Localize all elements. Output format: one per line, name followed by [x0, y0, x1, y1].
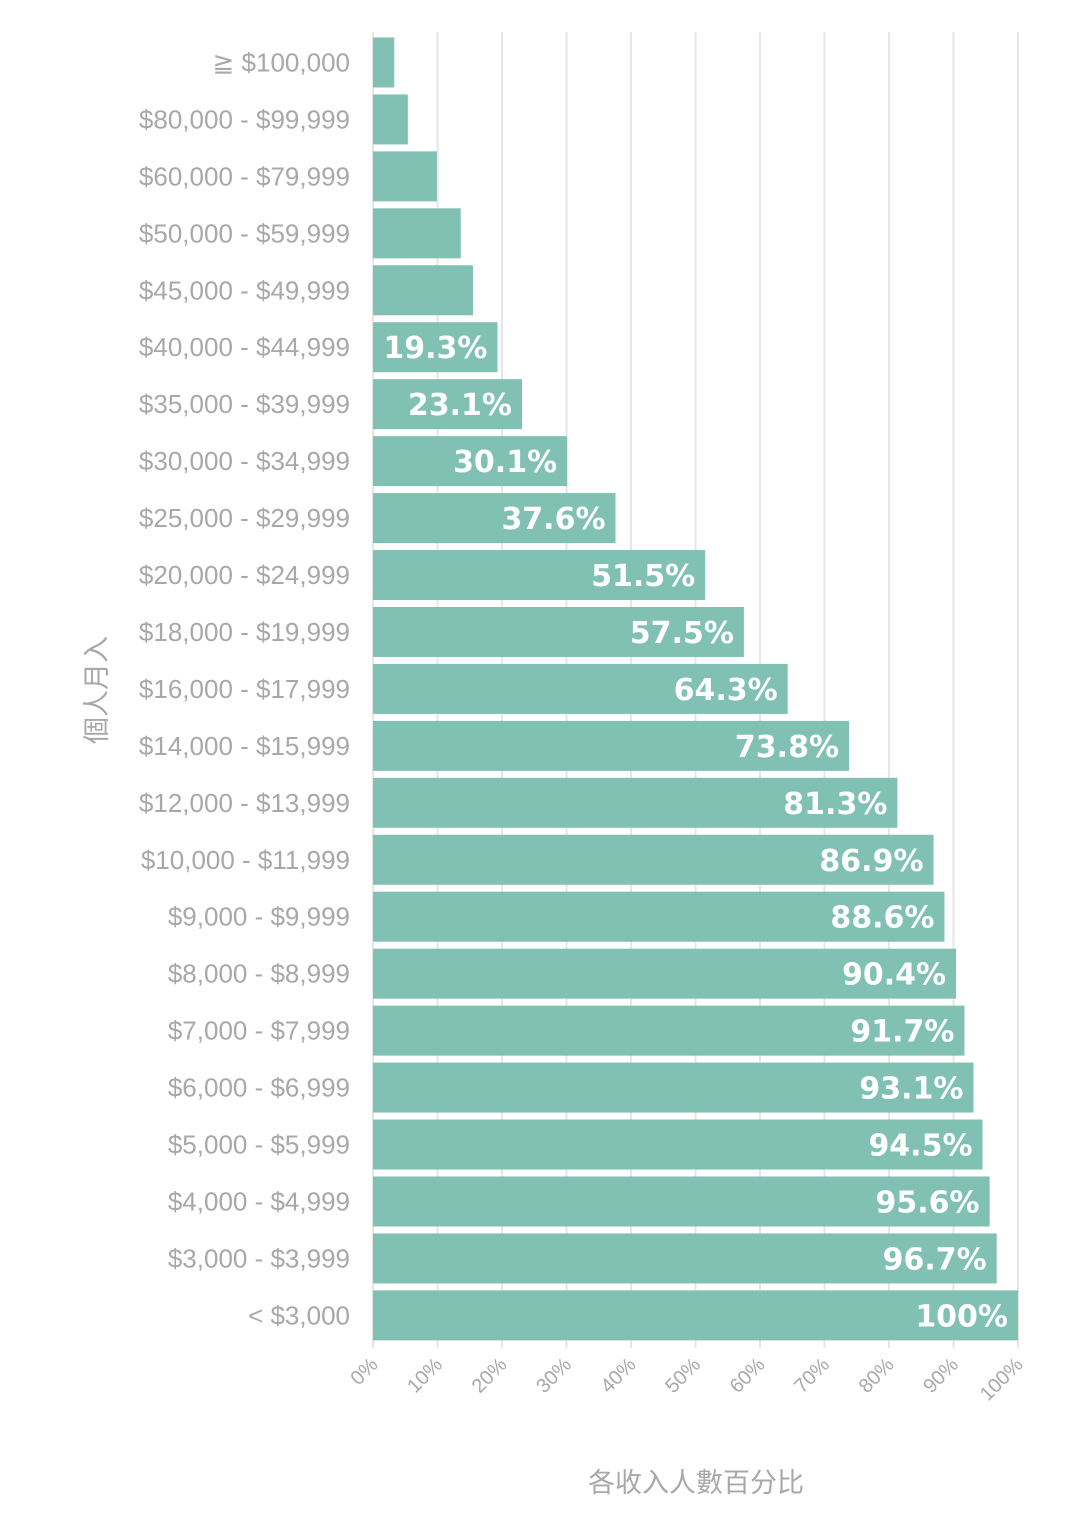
data-label: 30.1% [453, 445, 557, 480]
bar [373, 151, 437, 202]
bar [373, 550, 706, 601]
bar [373, 265, 473, 316]
x-tick-label: 80% [855, 1354, 899, 1398]
y-axis-title: 個人月入 [82, 636, 113, 744]
data-label: 100% [915, 1299, 1008, 1334]
x-tick-label: 50% [661, 1354, 705, 1398]
data-label: 88.6% [830, 901, 934, 936]
y-tick-label: $10,000 - $11,999 [141, 845, 350, 875]
y-tick-label: $40,000 - $44,999 [139, 332, 350, 362]
bar [373, 663, 788, 714]
data-label: 94.5% [868, 1129, 972, 1164]
y-tick-label: $25,000 - $29,999 [139, 503, 350, 533]
x-tick-label: 0% [347, 1354, 383, 1390]
data-label: 23.1% [408, 388, 512, 423]
y-tick-label: ≧ $100,000 [213, 47, 350, 77]
bar [373, 493, 616, 544]
data-label: 91.7% [850, 1015, 954, 1050]
data-labels: 19.3% 23.1% 30.1% 37.6% 51.5% 57.5% 64.3% 73.8%… [383, 331, 1008, 1334]
bar [373, 94, 408, 145]
y-tick-label: $45,000 - $49,999 [139, 275, 350, 305]
data-label: 95.6% [876, 1185, 980, 1220]
data-label: 57.5% [630, 616, 734, 651]
bar [373, 720, 850, 771]
bar [373, 777, 898, 828]
bar [373, 436, 568, 487]
y-tick-label: $80,000 - $99,999 [139, 104, 350, 134]
data-label: 19.3% [383, 331, 487, 366]
bar [373, 834, 934, 885]
bar [373, 37, 395, 88]
x-tick-label: 40% [597, 1354, 641, 1398]
data-label: 64.3% [674, 673, 778, 708]
y-axis-ticks: ≧ $100,000 $80,000 - $99,999 $60,000 - $79… [139, 47, 350, 1330]
y-tick-label: $14,000 - $15,999 [139, 731, 350, 761]
bar [373, 1062, 974, 1113]
bar [373, 948, 957, 999]
bar [373, 1233, 997, 1284]
bar [373, 606, 744, 657]
y-tick-label: $16,000 - $17,999 [139, 674, 350, 704]
y-tick-label: $5,000 - $5,999 [168, 1130, 350, 1160]
y-tick-label: < $3,000 [248, 1300, 350, 1330]
bars [373, 37, 1018, 1341]
data-label: 81.3% [783, 787, 887, 822]
x-tick-label: 100% [976, 1354, 1028, 1406]
data-label: 86.9% [819, 844, 923, 879]
y-tick-label: $30,000 - $34,999 [139, 446, 350, 476]
y-tick-label: $35,000 - $39,999 [139, 389, 350, 419]
bar [373, 1005, 965, 1056]
y-tick-label: $7,000 - $7,999 [168, 1016, 350, 1046]
bar [373, 208, 461, 259]
bar [373, 1119, 983, 1170]
data-label: 96.7% [883, 1242, 987, 1277]
x-axis-ticks: 0% 10% 20% 30% 40% 50% 60% 70% 80% 90% 100% [347, 1354, 1028, 1406]
data-label: 73.8% [735, 730, 839, 765]
y-tick-label: $8,000 - $8,999 [168, 959, 350, 989]
data-label: 90.4% [842, 958, 946, 993]
y-tick-label: $60,000 - $79,999 [139, 161, 350, 191]
bar [373, 322, 498, 373]
x-tick-label: 10% [403, 1354, 447, 1398]
y-tick-label: $9,000 - $9,999 [168, 902, 350, 932]
data-label: 93.1% [859, 1072, 963, 1107]
bar [373, 1176, 990, 1227]
y-tick-label: $12,000 - $13,999 [139, 788, 350, 818]
y-tick-label: $4,000 - $4,999 [168, 1186, 350, 1216]
y-tick-label: $6,000 - $6,999 [168, 1073, 350, 1103]
x-tick-label: 60% [726, 1354, 770, 1398]
x-tick-label: 20% [468, 1354, 512, 1398]
bar [373, 1290, 1018, 1341]
data-label: 37.6% [501, 502, 605, 537]
y-tick-label: $3,000 - $3,999 [168, 1243, 350, 1273]
x-tick-label: 70% [790, 1354, 834, 1398]
x-tick-label: 30% [532, 1354, 576, 1398]
y-tick-label: $50,000 - $59,999 [139, 218, 350, 248]
y-tick-label: $20,000 - $24,999 [139, 560, 350, 590]
x-tick-label: 90% [919, 1354, 963, 1398]
x-axis-title: 各收入人數百分比 [588, 1468, 804, 1499]
data-label: 51.5% [591, 559, 695, 594]
bar [373, 379, 522, 430]
bar [373, 891, 945, 942]
y-tick-label: $18,000 - $19,999 [139, 617, 350, 647]
